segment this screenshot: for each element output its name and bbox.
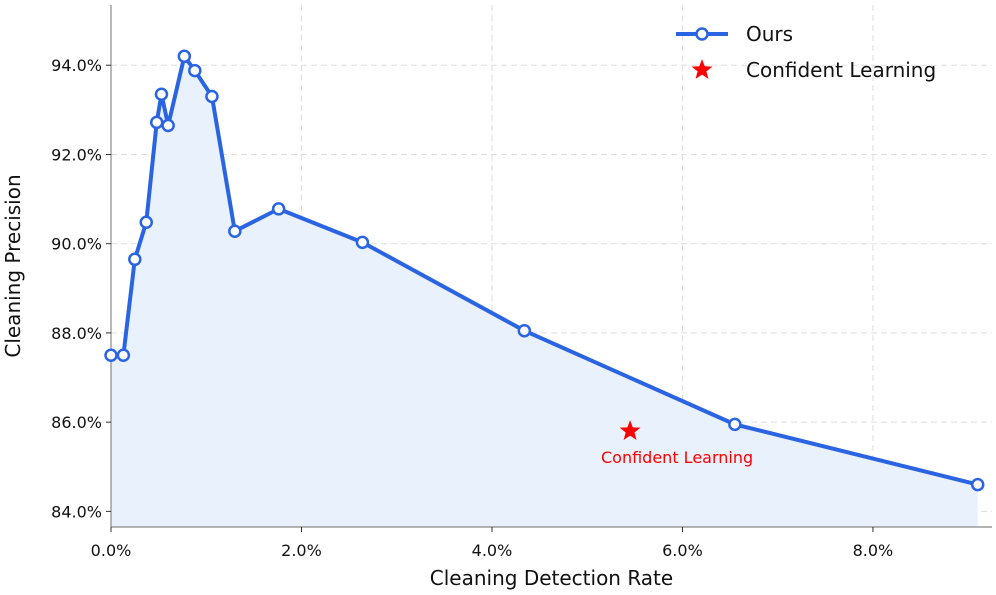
y-tick-label: 94.0% (51, 56, 102, 75)
data-point-ours (970, 477, 985, 492)
data-point-ours (128, 252, 142, 267)
ticks: 0.0% 2.0% 4.0% 6.0% 8.0% 84.0% 86.0% 88.0% 90.0%… (51, 56, 893, 560)
data-point-ours (517, 323, 532, 338)
x-tick-label: 6.0% (662, 541, 703, 560)
y-axis-label: Cleaning Precision (1, 174, 25, 357)
x-axis-label: Cleaning Detection Rate (430, 566, 673, 590)
data-point-ours (355, 235, 370, 250)
y-tick-label: 84.0% (51, 502, 102, 521)
data-point-ours (271, 202, 286, 216)
star-marker-confident-learning (619, 420, 641, 440)
legend: Ours Confident Learning (676, 22, 936, 82)
data-point-ours (104, 348, 118, 362)
area-fill (111, 56, 978, 528)
legend-marker-confident-learning (691, 59, 713, 79)
y-tick-label: 92.0% (51, 145, 102, 164)
x-tick-label: 2.0% (281, 541, 322, 560)
x-tick-label: 8.0% (853, 541, 894, 560)
area-fill-ours (111, 56, 978, 528)
data-point-ours (139, 215, 153, 230)
legend-label-ours: Ours (746, 22, 793, 46)
legend-marker-ours (695, 27, 709, 41)
y-tick-label: 88.0% (51, 324, 102, 343)
highlight-points: Confident Learning (601, 420, 753, 467)
axes (110, 5, 992, 528)
x-tick-label: 4.0% (472, 541, 513, 560)
data-point-ours (116, 348, 131, 362)
annotation-confident-learning: Confident Learning (601, 448, 753, 467)
x-tick-label: 0.0% (91, 541, 132, 560)
y-tick-label: 90.0% (51, 235, 102, 254)
data-point-ours (154, 87, 169, 101)
data-point-ours (205, 89, 219, 104)
series-ours (104, 49, 985, 492)
data-point-ours (177, 49, 192, 64)
y-tick-label: 86.0% (51, 413, 102, 432)
series-line-ours (109, 54, 980, 487)
data-point-ours (161, 118, 175, 133)
data-point-ours (728, 417, 742, 432)
data-point-ours (149, 115, 164, 130)
data-point-ours (188, 63, 202, 78)
legend-label-confident-learning: Confident Learning (746, 58, 936, 82)
data-point-ours (228, 224, 242, 238)
